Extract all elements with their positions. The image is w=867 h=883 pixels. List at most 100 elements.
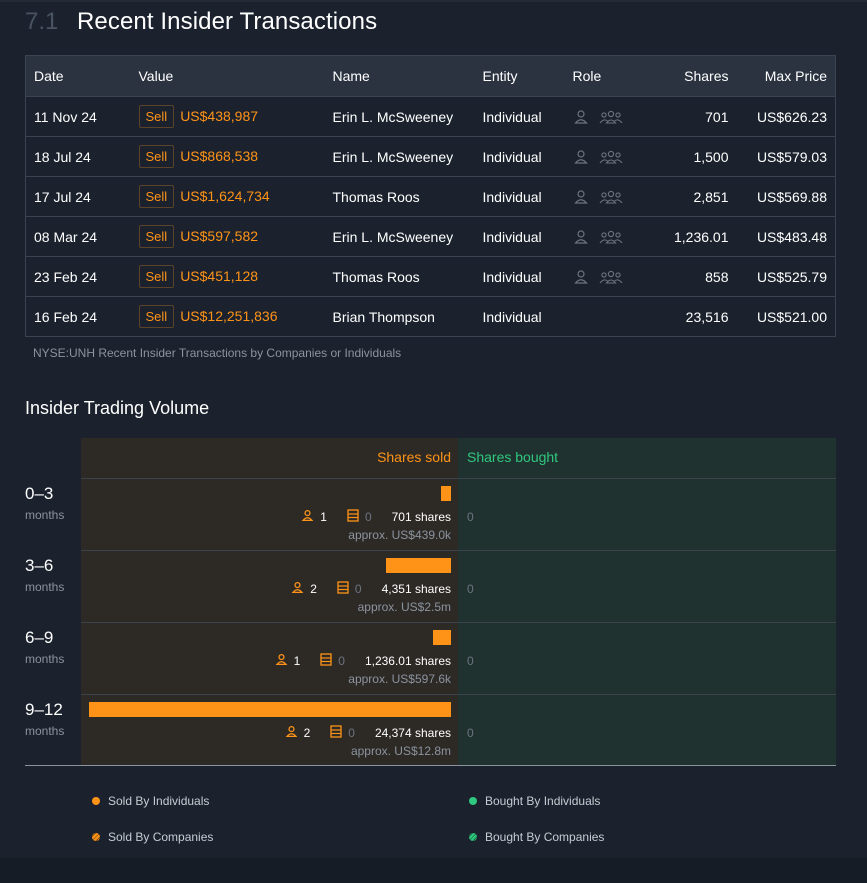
role-cell [564, 256, 655, 297]
value-cell: Sell US$1,624,734 [130, 176, 325, 217]
person-icon [573, 229, 589, 245]
header-date[interactable]: Date [25, 55, 131, 97]
companies-count: 0 [348, 726, 355, 740]
period-range: 9–12 [25, 700, 63, 719]
header-shares[interactable]: Shares [654, 55, 737, 97]
entity-cell: Individual [474, 216, 565, 257]
shares-sold-bar[interactable] [89, 702, 451, 717]
shares-cell: 2,851 [654, 176, 737, 217]
date-cell: 08 Mar 24 [25, 216, 131, 257]
header-entity[interactable]: Entity [474, 55, 565, 97]
period-unit: months [25, 652, 65, 666]
orange-striped-dot-icon [92, 833, 100, 841]
period-stats: 2 0 24,374 shares [285, 725, 451, 741]
bought-panel [458, 438, 836, 766]
name-cell[interactable]: Erin L. McSweeney [324, 96, 475, 137]
value-amount: US$597,582 [180, 228, 259, 244]
person-icon [573, 269, 589, 285]
header-value[interactable]: Value [130, 55, 325, 97]
group-icon [599, 229, 623, 245]
table-row[interactable]: 08 Mar 24 Sell US$597,582 Erin L. McSweeney… [25, 216, 836, 257]
sell-badge: Sell [138, 225, 175, 248]
legend-bought-companies: Bought By Companies [469, 830, 604, 844]
value-cell: Sell US$597,582 [130, 216, 325, 257]
legend-label: Sold By Companies [108, 830, 214, 844]
entity-cell: Individual [482, 308, 542, 325]
value-amount: US$868,538 [180, 148, 259, 164]
table-row[interactable]: 23 Feb 24 Sell US$451,128 Thomas Roos Indivi… [25, 256, 836, 297]
row-divider [81, 694, 836, 695]
person-icon [573, 189, 589, 205]
shares-cell: 23,516 [685, 308, 729, 325]
individuals-count: 1 [293, 654, 301, 668]
sell-badge: Sell [138, 185, 175, 208]
shares-cell: 1,500 [654, 136, 737, 177]
green-dot-icon [469, 797, 477, 805]
period-stats: 1 0 1,236.01 shares [275, 653, 451, 669]
sell-badge: Sell [138, 265, 175, 288]
value-cell: Sell US$451,128 [130, 256, 325, 297]
value-amount: US$438,987 [180, 108, 259, 124]
shares-bought-count: 0 [467, 582, 474, 596]
row-divider [81, 622, 836, 623]
approx-value: approx. US$439.0k [348, 528, 451, 542]
table-row[interactable]: 16 Feb 24 Sell US$12,251,836 Brian Thompson… [26, 297, 836, 337]
shares-sold-bar[interactable] [386, 558, 451, 573]
shares-sold-bar[interactable] [433, 630, 451, 645]
period-range: 0–3 [25, 484, 54, 503]
name-cell[interactable]: Erin L. McSweeney [324, 216, 475, 257]
table-header-row: Date Value Name Entity Role Shares Max P… [25, 55, 836, 97]
date-cell: 11 Nov 24 [25, 96, 131, 137]
period-range: 6–9 [25, 628, 54, 647]
shares-sold-bar[interactable] [441, 486, 451, 501]
value-cell: Sell US$12,251,836 [131, 297, 325, 337]
legend-label: Bought By Companies [485, 830, 605, 844]
date-cell: 18 Jul 24 [25, 136, 131, 177]
header-max-price[interactable]: Max Price [736, 55, 836, 97]
header-role[interactable]: Role [564, 55, 655, 97]
max-price-cell: US$579.03 [736, 136, 836, 177]
shares-bought-count: 0 [467, 510, 474, 524]
approx-value: approx. US$597.6k [348, 672, 451, 686]
companies-count: 0 [354, 582, 362, 596]
person-icon [291, 581, 304, 597]
shares-sold-label: 1,236.01 shares [364, 654, 451, 668]
name-cell[interactable]: Thomas Roos [324, 176, 475, 217]
table-row[interactable]: 11 Nov 24 Sell US$438,987 Erin L. McSweeney… [25, 96, 836, 137]
shares-bought-header: Shares bought [467, 449, 559, 465]
person-icon [275, 653, 288, 669]
date-cell: 16 Feb 24 [34, 308, 98, 325]
shares-sold-label: 4,351 shares [381, 582, 451, 596]
role-cell [564, 136, 655, 177]
shares-sold-header: Shares sold [377, 449, 451, 465]
table-caption: NYSE:UNH Recent Insider Transactions by … [33, 346, 402, 360]
max-price-cell: US$569.88 [736, 176, 836, 217]
name-cell[interactable]: Brian Thompson [332, 308, 435, 325]
approx-value: approx. US$2.5m [357, 600, 451, 614]
sell-badge: Sell [138, 105, 175, 128]
legend-label: Bought By Individuals [485, 794, 601, 808]
role-cell [564, 216, 655, 257]
header-name[interactable]: Name [324, 55, 475, 97]
section-header: 7.1 Recent Insider Transactions [25, 8, 377, 40]
value-cell: Sell US$868,538 [130, 136, 325, 177]
table-row[interactable]: 18 Jul 24 Sell US$868,538 Erin L. McSweeney… [25, 136, 836, 177]
period-label: 6–9 months [25, 628, 64, 666]
period-label: 0–3 months [25, 484, 64, 522]
orange-dot-icon [92, 797, 100, 805]
person-icon [573, 109, 589, 125]
max-price-cell: US$483.48 [736, 216, 836, 257]
shares-bought-count: 0 [467, 726, 474, 740]
building-icon [320, 653, 332, 669]
shares-sold-label: 701 shares [391, 510, 451, 524]
period-label: 9–12 months [25, 700, 64, 738]
entity-cell: Individual [474, 176, 565, 217]
building-icon [347, 509, 359, 525]
name-cell[interactable]: Thomas Roos [324, 256, 475, 297]
period-stats: 2 0 4,351 shares [291, 581, 451, 597]
section-title: Recent Insider Transactions [77, 8, 378, 35]
name-cell[interactable]: Erin L. McSweeney [324, 136, 475, 177]
table-row[interactable]: 17 Jul 24 Sell US$1,624,734 Thomas Roos Indi… [25, 176, 836, 217]
period-label: 3–6 months [25, 556, 64, 594]
person-icon [301, 509, 314, 525]
